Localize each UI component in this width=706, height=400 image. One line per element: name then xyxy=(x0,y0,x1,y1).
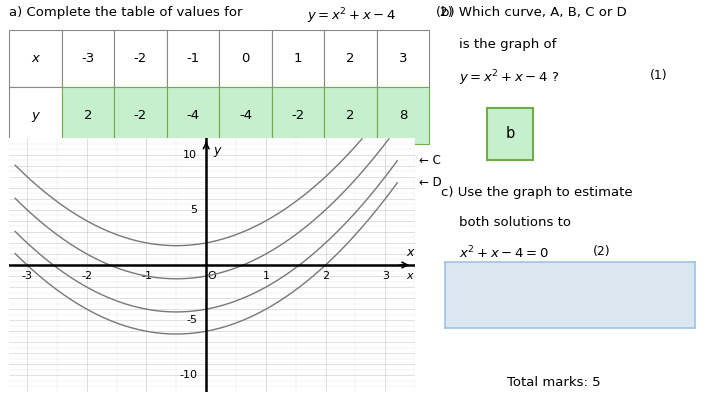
Text: both solutions to: both solutions to xyxy=(459,216,571,229)
FancyBboxPatch shape xyxy=(324,30,377,87)
Text: y: y xyxy=(213,144,221,156)
Text: 8: 8 xyxy=(399,109,407,122)
Text: $y = x^2 + x - 4$ ?: $y = x^2 + x - 4$ ? xyxy=(459,69,559,88)
FancyBboxPatch shape xyxy=(167,30,219,87)
Text: (2): (2) xyxy=(593,245,611,258)
FancyBboxPatch shape xyxy=(114,87,167,144)
Text: -2: -2 xyxy=(292,109,304,122)
FancyBboxPatch shape xyxy=(324,87,377,144)
FancyBboxPatch shape xyxy=(377,30,429,87)
FancyBboxPatch shape xyxy=(61,87,114,144)
Text: -2: -2 xyxy=(134,109,147,122)
Text: (1): (1) xyxy=(650,69,667,82)
Text: -3: -3 xyxy=(22,271,32,281)
Text: 5: 5 xyxy=(190,205,197,215)
FancyBboxPatch shape xyxy=(377,87,429,144)
Text: -3: -3 xyxy=(81,52,95,65)
Text: (2): (2) xyxy=(436,6,454,19)
Text: 0: 0 xyxy=(241,52,250,65)
Text: Total marks: 5: Total marks: 5 xyxy=(508,376,601,389)
Text: c) Use the graph to estimate: c) Use the graph to estimate xyxy=(441,186,633,199)
Text: 10: 10 xyxy=(184,150,197,160)
Text: -1: -1 xyxy=(186,52,200,65)
Text: $y = x^2 + x - 4$: $y = x^2 + x - 4$ xyxy=(307,6,396,26)
Text: O: O xyxy=(208,271,217,281)
Text: ← D: ← D xyxy=(419,176,441,189)
Text: a) Complete the table of values for: a) Complete the table of values for xyxy=(9,6,247,19)
Text: x: x xyxy=(406,271,413,281)
Text: -2: -2 xyxy=(134,52,147,65)
Text: b) Which curve, A, B, C or D: b) Which curve, A, B, C or D xyxy=(441,6,627,19)
Text: 3: 3 xyxy=(399,52,407,65)
Text: ← C: ← C xyxy=(419,154,441,167)
Text: 3: 3 xyxy=(382,271,389,281)
FancyBboxPatch shape xyxy=(272,30,324,87)
Text: x: x xyxy=(407,246,414,259)
FancyBboxPatch shape xyxy=(61,30,114,87)
Text: 2: 2 xyxy=(84,109,92,122)
Text: y: y xyxy=(32,109,40,122)
Text: -4: -4 xyxy=(186,109,200,122)
Text: -2: -2 xyxy=(81,271,92,281)
Text: is the graph of: is the graph of xyxy=(459,38,556,51)
Text: 2: 2 xyxy=(346,52,354,65)
FancyBboxPatch shape xyxy=(272,87,324,144)
Text: 1: 1 xyxy=(263,271,270,281)
FancyBboxPatch shape xyxy=(9,30,61,87)
FancyBboxPatch shape xyxy=(219,87,272,144)
FancyBboxPatch shape xyxy=(9,87,61,144)
Text: -4: -4 xyxy=(239,109,252,122)
Text: -5: -5 xyxy=(186,315,197,325)
FancyBboxPatch shape xyxy=(167,87,219,144)
Text: 2: 2 xyxy=(346,109,354,122)
Text: x: x xyxy=(32,52,40,65)
Text: $x^2 + x - 4 = 0$: $x^2 + x - 4 = 0$ xyxy=(459,245,549,262)
FancyBboxPatch shape xyxy=(114,30,167,87)
FancyBboxPatch shape xyxy=(219,30,272,87)
Text: -1: -1 xyxy=(141,271,152,281)
Text: b: b xyxy=(505,126,515,142)
Text: -10: -10 xyxy=(179,370,197,380)
Text: 1: 1 xyxy=(294,52,302,65)
Text: 2: 2 xyxy=(322,271,329,281)
